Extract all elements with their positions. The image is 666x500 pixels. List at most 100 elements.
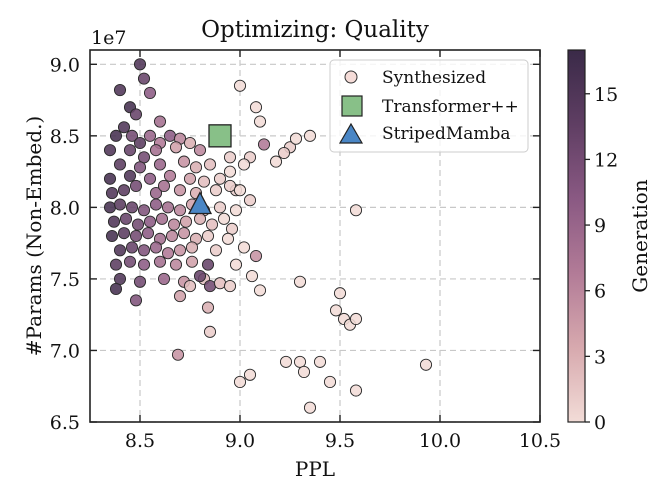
- colorbar-gradient: [567, 49, 586, 423]
- synthesized-point: [213, 172, 227, 185]
- synthesized-point: [233, 375, 247, 388]
- synthesized-point: [123, 255, 137, 268]
- y-offset-label: 1e7: [91, 27, 126, 49]
- synthesized-point: [223, 165, 237, 178]
- synthesized-point: [143, 172, 157, 185]
- synthesized-point: [179, 215, 193, 228]
- y-tick-label: 9.0: [50, 54, 80, 76]
- synthesized-point: [237, 158, 251, 171]
- synthesized-point: [279, 355, 293, 368]
- synthesized-point: [245, 270, 259, 283]
- synthesized-point: [133, 275, 147, 288]
- synthesized-point: [185, 255, 199, 268]
- synthesized-point: [167, 218, 181, 231]
- transformer-point: [208, 124, 232, 148]
- plot-area: [89, 49, 541, 423]
- synthesized-point: [155, 212, 169, 225]
- colorbar-tick-label: 9: [594, 215, 606, 237]
- colorbar-tick-label: 12: [594, 149, 618, 171]
- legend-box: [329, 59, 529, 153]
- y-tick-label: 8.5: [50, 126, 80, 148]
- colorbar-tick-label: 3: [594, 346, 606, 368]
- synthesized-point: [105, 229, 119, 243]
- synthesized-point: [203, 158, 217, 171]
- synthesized-point: [157, 272, 171, 285]
- synthesized-point: [333, 287, 347, 300]
- synthesized-point: [249, 249, 263, 263]
- synthesized-point: [143, 215, 157, 228]
- synthesized-point: [143, 129, 157, 142]
- synthesized-point: [173, 204, 187, 217]
- synthesized-point: [113, 244, 127, 257]
- synthesized-point: [177, 155, 191, 168]
- synthesized-point: [223, 151, 237, 164]
- legend: Synthesized Transformer++ StripedMamba: [329, 59, 529, 153]
- synthesized-point: [163, 129, 177, 142]
- synthesized-point: [323, 375, 337, 388]
- synthesized-point: [149, 241, 163, 254]
- synthesized-point: [193, 144, 207, 157]
- synthesized-point: [313, 355, 327, 368]
- legend-synthesized-marker: [344, 70, 358, 84]
- synthesized-point: [153, 115, 167, 128]
- x-tick-label: 9.5: [325, 430, 355, 452]
- synthesized-point: [153, 158, 167, 171]
- synthesized-point: [197, 175, 211, 188]
- legend-stripedmamba-marker: [338, 122, 364, 144]
- synthesized-point: [133, 136, 147, 150]
- synthesized-point: [125, 241, 139, 254]
- synthesized-point: [137, 72, 151, 85]
- synthesized-point: [153, 255, 167, 268]
- synthesized-point: [117, 121, 131, 134]
- synthesized-point: [185, 241, 199, 254]
- x-tick-label: 9.0: [225, 430, 255, 452]
- x-tick-label: 10.0: [419, 430, 461, 452]
- synthesized-point: [289, 132, 303, 145]
- synthesized-point: [105, 187, 119, 200]
- colorbar-tick-label: 6: [594, 281, 606, 303]
- synthesized-point: [171, 348, 185, 361]
- synthesized-point: [137, 258, 151, 271]
- synthesized-point: [329, 304, 343, 317]
- synthesized-point: [157, 179, 171, 192]
- synthesized-point: [189, 161, 203, 174]
- synthesized-point: [125, 201, 139, 214]
- synthesized-point: [225, 222, 239, 235]
- y-tick-label: 8.0: [50, 197, 80, 219]
- synthesized-point: [209, 184, 223, 197]
- synthesized-point: [113, 272, 127, 285]
- synthesized-point: [183, 136, 197, 150]
- synthesized-point: [293, 355, 307, 368]
- synthesized-point: [249, 101, 263, 114]
- synthesized-point: [243, 194, 257, 207]
- synthesized-point: [349, 384, 363, 397]
- synthesized-point: [129, 108, 143, 121]
- colorbar-label: Generation: [628, 179, 652, 292]
- synthesized-point: [113, 198, 127, 211]
- synthesized-point: [141, 227, 155, 240]
- synthesized-point: [133, 161, 147, 174]
- x-tick-label: 10.5: [519, 430, 561, 452]
- legend-transformer-label: Transformer++: [382, 97, 519, 117]
- synthesized-point: [103, 144, 117, 157]
- synthesized-point: [205, 218, 219, 231]
- synthesized-point: [349, 204, 363, 217]
- legend-stripedmamba-label: StripedMamba: [382, 124, 511, 144]
- synthesized-point: [123, 169, 137, 182]
- synthesized-point: [349, 312, 363, 326]
- synthesized-point: [257, 138, 271, 151]
- synthesized-point: [119, 212, 133, 225]
- synthesized-point: [149, 198, 163, 211]
- synthesized-point: [419, 358, 433, 371]
- synthesized-point: [213, 201, 227, 214]
- synthesized-point: [107, 215, 121, 228]
- synthesized-point: [103, 172, 117, 185]
- synthesized-point: [113, 158, 127, 171]
- synthesized-point: [201, 258, 215, 271]
- x-tick-label: 8.5: [125, 430, 155, 452]
- synthesized-point: [303, 129, 317, 142]
- synthesized-point: [213, 277, 227, 290]
- y-tick-label: 7.0: [50, 340, 80, 362]
- synthesized-point: [203, 280, 217, 293]
